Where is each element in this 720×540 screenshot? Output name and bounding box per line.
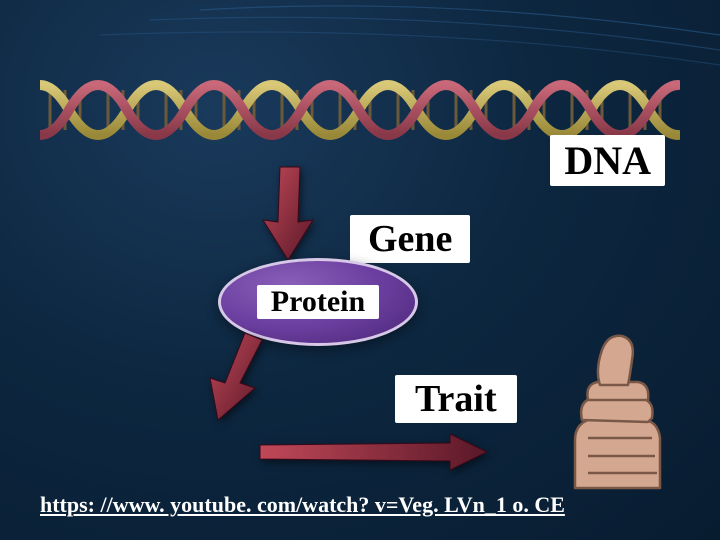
arrow-protein-down-left (200, 328, 270, 423)
trait-label: Trait (395, 375, 517, 423)
youtube-link[interactable]: https: //www. youtube. com/watch? v=Veg.… (40, 492, 565, 518)
arrow-to-thumb (255, 432, 490, 472)
protein-label: Protein (257, 285, 379, 319)
decorative-swoosh (0, 0, 720, 70)
thumb-icon (540, 330, 690, 490)
arrow-dna-to-protein (258, 162, 318, 262)
dna-label: DNA (550, 135, 665, 186)
gene-label: Gene (350, 215, 470, 263)
